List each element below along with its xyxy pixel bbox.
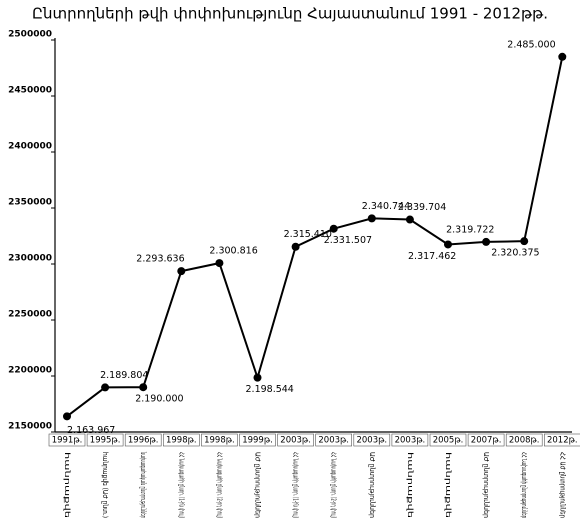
point — [520, 237, 529, 246]
category-box — [86, 433, 124, 447]
category-description: ՀՀ Նախագահի ընտր. (2-րդ փուլ) — [215, 452, 223, 518]
point — [444, 240, 452, 249]
category-description: ԱԺ ընտրություններ — [254, 452, 262, 518]
point — [405, 215, 414, 224]
value-label: 2.198.544 — [246, 384, 294, 395]
y-tick-label: 2300000 — [8, 254, 52, 264]
point — [63, 412, 71, 421]
category-box — [315, 433, 353, 447]
category-description: ՀՀ ԱԺ ընտրություններ — [558, 452, 566, 518]
y-tick-label: 2400000 — [8, 142, 52, 152]
x-tick-label: 2012թ. — [547, 436, 578, 446]
category-description: հանրաքվե — [406, 452, 414, 518]
category-description-group: հանրաքվե — [63, 452, 71, 518]
category-description: նախագահական ընտրություններ — [139, 451, 147, 518]
value-label: 2.331.507 — [324, 235, 372, 246]
category-description-group: հանրաքվե — [406, 452, 414, 518]
category-description: ԱԺ ընտրություններ — [368, 452, 376, 518]
x-tick-label: 1998թ. — [166, 436, 197, 446]
y-tick-label: 2200000 — [8, 366, 52, 376]
value-label: 2.189.804 — [100, 370, 148, 381]
y-tick-label: 2450000 — [8, 86, 52, 96]
point — [177, 267, 186, 276]
chart-title: Ընտրողների թվի փոփոխությունը Հայաստանում… — [32, 5, 548, 23]
point — [215, 259, 224, 268]
category-description-group: ՀՀ ԱԺ ընտրություններ — [558, 452, 566, 518]
category-box — [391, 433, 429, 447]
point — [482, 237, 491, 246]
category-description: հանրաքվե — [444, 452, 452, 518]
category-description-group: ՀՀ Նախագահի ընտր. (1-ին փուլ) — [177, 452, 185, 518]
category-box — [277, 433, 314, 447]
y-tick-label: 2150000 — [8, 422, 52, 432]
x-tick-label: 2007թ. — [471, 436, 502, 446]
category-description-group: ՀՀ Նախագահի ընտր. (2-րդ փուլ) — [215, 452, 223, 518]
y-tick-label: 2500000 — [8, 30, 52, 40]
category-box — [48, 433, 86, 447]
category-box — [201, 433, 238, 447]
category-description: ԱԺ ընտրություններ — [482, 452, 490, 518]
x-tick-label: 1998թ. — [204, 436, 235, 446]
category-description-group: հանրաքվե (ԱԺ ընտ.) — [101, 452, 109, 518]
value-label: 2.315.410 — [284, 229, 332, 240]
category-box — [239, 433, 276, 447]
category-description-group: ՀՀ Նախագահի ընտրություններ — [520, 452, 528, 518]
category-description: ՀՀ Նախագահի ընտր. (1-ին փուլ) — [292, 452, 300, 518]
value-label: 2.190.000 — [135, 394, 183, 405]
x-tick-label: 2008թ. — [509, 436, 540, 446]
x-tick-label: 1999թ. — [242, 436, 273, 446]
point — [367, 214, 376, 223]
category-description: ՀՀ Նախագահի ընտր. (2-րդ փուլ) — [330, 452, 338, 518]
category-box — [163, 433, 200, 447]
y-tick-label: 2250000 — [8, 310, 52, 320]
x-tick-label: 1996թ. — [128, 436, 159, 446]
category-description-group: հանրաքվե — [444, 452, 452, 518]
value-label: 2.293.636 — [136, 254, 184, 265]
point — [291, 242, 300, 251]
category-description: հանրաքվե (ԱԺ ընտ.) — [101, 452, 109, 518]
line — [66, 56, 564, 418]
x-tick-label: 1995թ. — [90, 436, 121, 446]
value-label: 2.319.722 — [446, 224, 494, 235]
y-tick-label: 2350000 — [8, 198, 52, 208]
category-description-group: ԱԺ ընտրություններ — [254, 452, 262, 518]
point — [139, 383, 148, 392]
point — [558, 52, 567, 61]
category-box — [467, 433, 505, 447]
category-description: ՀՀ Նախագահի ընտր. (1-ին փուլ) — [177, 452, 185, 518]
point — [101, 383, 110, 392]
x-tick-label: 2003թ. — [356, 436, 387, 446]
x-tick-label: 2003թ. — [318, 436, 349, 446]
value-label: 2.320.375 — [491, 248, 539, 259]
value-label: 2.340.744 — [362, 201, 410, 212]
category-description-group: ՀՀ Նախագահի ընտր. (1-ին փուլ) — [292, 452, 300, 518]
value-label: 2.163.967 — [67, 425, 115, 436]
category-description-group: ԱԺ ընտրություններ — [368, 452, 376, 518]
x-tick-label: 2003թ. — [395, 436, 426, 446]
x-tick-label: 1991թ. — [52, 436, 83, 446]
value-label: 2.317.462 — [408, 251, 456, 262]
category-box — [543, 433, 580, 447]
point — [253, 373, 262, 382]
category-description-group: ԱԺ ընտրություններ — [482, 452, 490, 518]
point — [329, 224, 338, 233]
x-tick-label: 2003թ. — [280, 436, 311, 446]
value-label: 2.485.000 — [507, 39, 555, 50]
category-box — [505, 433, 543, 447]
category-description: հանրաքվե — [63, 452, 71, 518]
category-box — [429, 433, 467, 447]
category-description-group: ՀՀ Նախագահի ընտր. (2-րդ փուլ) — [330, 452, 338, 518]
x-tick-label: 2005թ. — [433, 436, 464, 446]
value-label: 2.339.704 — [398, 202, 446, 213]
category-box — [353, 433, 391, 447]
value-label: 2.300.816 — [209, 246, 257, 257]
category-description-group: նախագահական ընտրություններ — [139, 451, 147, 518]
category-box — [124, 433, 162, 447]
category-description: ՀՀ Նախագահի ընտրություններ — [520, 452, 528, 518]
